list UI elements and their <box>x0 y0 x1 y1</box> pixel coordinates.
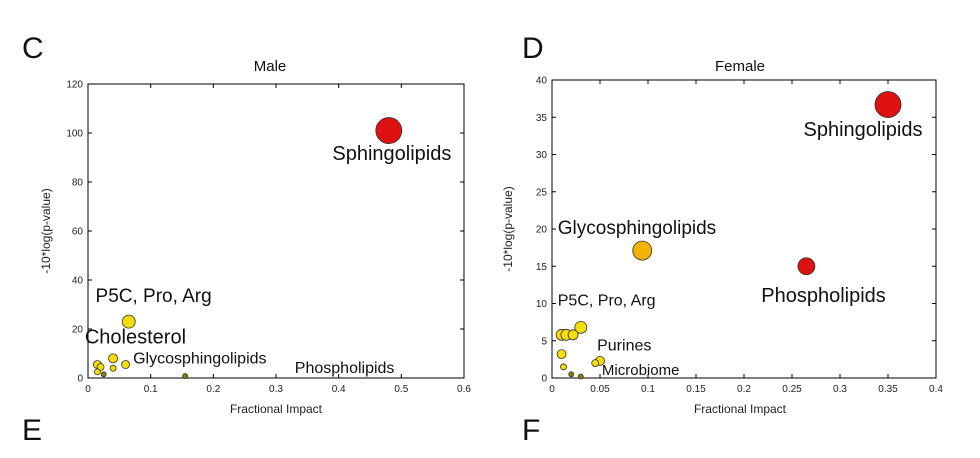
point-annotation: Sphingolipids <box>332 143 451 165</box>
x-tick-label: 0.6 <box>457 384 471 395</box>
y-tick-label: 0 <box>77 374 83 385</box>
y-tick-label: 30 <box>536 150 548 161</box>
data-points <box>93 117 403 379</box>
panel-letter: D <box>522 32 544 65</box>
data-point <box>577 373 584 380</box>
y-tick-label: 0 <box>541 374 547 385</box>
y-axis-label: -10*log(p-value) <box>39 188 53 273</box>
x-tick-label: 0.35 <box>878 384 898 395</box>
data-point <box>874 91 902 118</box>
data-point <box>182 373 189 379</box>
x-tick-label: 0.4 <box>929 384 943 395</box>
x-axis-label: Fractional Impact <box>694 402 787 416</box>
x-tick-label: 0.15 <box>686 384 706 395</box>
data-point <box>591 359 600 368</box>
y-tick-label: 15 <box>536 262 548 273</box>
x-tick-label: 0 <box>549 384 555 395</box>
y-tick-label: 120 <box>66 80 83 91</box>
x-tick-label: 0 <box>85 384 91 395</box>
panel-male: C E Male 0 0.1 0.2 0.3 0.4 0.5 0.6 0 20 40 60 80 100… <box>22 32 471 447</box>
y-tick-label: 40 <box>72 276 84 287</box>
point-annotation: Sphingolipids <box>804 119 923 141</box>
ticks: 0 0.05 0.1 0.15 0.2 0.25 0.3 0.35 0.4 0 5 10 15 20 25 3… <box>536 76 944 396</box>
ticks: 0 0.1 0.2 0.3 0.4 0.5 0.6 0 20 40 60 80 100 120 <box>66 80 471 396</box>
y-tick-label: 5 <box>541 336 547 347</box>
point-annotation: Microbiome <box>602 362 680 379</box>
y-tick-label: 20 <box>536 225 548 236</box>
data-point <box>560 363 567 371</box>
y-tick-label: 20 <box>72 325 84 336</box>
chart-title: Male <box>254 58 287 75</box>
data-point <box>797 257 816 276</box>
data-point <box>108 353 118 364</box>
data-point <box>567 329 579 341</box>
data-point <box>96 363 105 371</box>
x-tick-label: 0.05 <box>590 384 610 395</box>
y-tick-label: 80 <box>72 178 84 189</box>
next-panel-letter: F <box>522 414 540 447</box>
data-point <box>375 117 403 144</box>
point-annotation: Glycosphingolipids <box>133 350 266 367</box>
y-tick-label: 25 <box>536 187 548 198</box>
annotations: Sphingolipids Glycosphingolipids Phospholi… <box>558 119 923 379</box>
data-point <box>121 314 136 329</box>
x-tick-label: 0.25 <box>782 384 802 395</box>
point-annotation: Phospholipids <box>295 360 395 377</box>
x-tick-label: 0.2 <box>737 384 751 395</box>
point-annotation: P5C, Pro, Arg <box>558 293 656 310</box>
x-tick-label: 0.3 <box>269 384 283 395</box>
y-tick-label: 10 <box>536 299 548 310</box>
point-annotation: P5C, Pro, Arg <box>96 286 212 307</box>
point-annotation: Cholesterol <box>85 327 186 349</box>
next-panel-letter: E <box>22 414 42 447</box>
y-tick-label: 35 <box>536 113 548 124</box>
x-tick-label: 0.3 <box>833 384 847 395</box>
y-tick-label: 60 <box>72 227 84 238</box>
data-points <box>555 91 902 380</box>
point-annotation: Glycosphingolipids <box>558 218 716 239</box>
data-point <box>109 364 117 372</box>
data-point <box>568 371 575 378</box>
point-annotation: Purines <box>597 337 651 354</box>
data-point <box>100 371 107 378</box>
chart-title: Female <box>715 58 765 75</box>
x-tick-label: 0.1 <box>144 384 158 395</box>
data-point <box>121 360 130 369</box>
panel-female: D F Female 0 0.05 0.1 0.15 0.2 0.25 0.3 0.35 0.4… <box>501 32 943 447</box>
annotations: Sphingolipids P5C, Pro, Arg CholesterolGly… <box>85 143 452 377</box>
x-tick-label: 0.2 <box>206 384 220 395</box>
data-point <box>574 320 588 334</box>
data-point <box>632 240 653 261</box>
y-tick-label: 40 <box>536 76 548 87</box>
y-axis-label: -10*log(p-value) <box>501 186 515 271</box>
x-tick-label: 0.5 <box>394 384 408 395</box>
x-tick-label: 0.4 <box>332 384 346 395</box>
y-tick-label: 100 <box>66 129 83 140</box>
data-point <box>556 349 567 360</box>
point-annotation: Phospholipids <box>761 285 886 307</box>
panel-letter: C <box>22 32 44 65</box>
data-point <box>94 368 101 376</box>
x-tick-label: 0.1 <box>641 384 655 395</box>
x-axis-label: Fractional Impact <box>230 402 323 416</box>
